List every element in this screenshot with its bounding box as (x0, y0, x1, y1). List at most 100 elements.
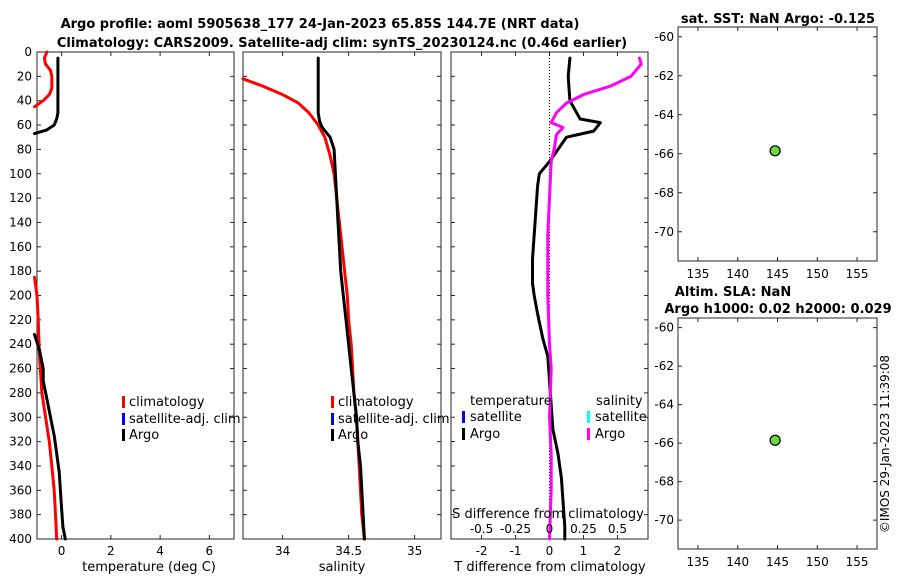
y-tick-label: 160 (9, 240, 32, 254)
series-line-s-argo (546, 56, 643, 541)
y-tick-label: -60 (654, 30, 674, 44)
legend-s-argo: Argo (595, 427, 625, 442)
x-tick-label: 155 (846, 267, 869, 281)
legend-s-satellite: satellite (595, 410, 647, 425)
profile-location-point (769, 434, 781, 446)
y-tick-label: 220 (9, 313, 32, 327)
x-tick-label: -1 (510, 544, 522, 558)
profile-location-point (769, 145, 781, 157)
sla-map-title-2: Argo h1000: 0.02 h2000: 0.029 (664, 302, 891, 317)
x-tick-label: 6 (206, 544, 214, 558)
x-tick-label: 140 (726, 267, 749, 281)
x-tick-label: 0 (546, 544, 554, 558)
x-tick-label: 145 (766, 267, 789, 281)
y-tick-label: -70 (654, 513, 674, 527)
s-tick-label: -0.5 (470, 522, 493, 536)
t-diff-xlabel: T difference from climatology (453, 560, 646, 575)
legend-satellite-adj: satellite-adj. clim (129, 412, 241, 427)
y-tick-label: 380 (9, 508, 32, 522)
y-tick-label: 360 (9, 483, 32, 497)
difference-panel: -2 -1 0 1 2 T difference from climatology S … (450, 51, 649, 575)
temperature-legend: climatology satellite-adj. clim Argo (122, 395, 241, 443)
y-tick-label: 200 (9, 289, 32, 303)
difference-legend: temperature salinity satellite Argo sate… (462, 394, 647, 442)
legend-argo: Argo (338, 428, 368, 443)
watermark: ©IMOS 29-Jan-2023 11:39:08 (878, 355, 892, 533)
series-line-argo (316, 56, 366, 541)
sst-map-panel: sat. SST: NaN Argo: -0.125 135 140 145 150 1… (654, 12, 878, 281)
series-line-climatology (33, 275, 59, 541)
legend-climatology: climatology (129, 395, 205, 410)
series-line-argo (33, 333, 67, 541)
y-tick-label: -62 (654, 69, 674, 83)
x-tick-label: 155 (846, 555, 869, 569)
sla-map-title: Altim. SLA: NaN (675, 285, 791, 300)
series-line-t-argo (531, 56, 602, 541)
y-tick-label: 60 (17, 118, 32, 132)
s-tick-label: -0.25 (500, 522, 531, 536)
x-tick-label: 2 (107, 544, 115, 558)
y-tick-label: 260 (9, 362, 32, 376)
s-tick-label: 0 (546, 522, 554, 536)
sst-map-title: sat. SST: NaN Argo: -0.125 (681, 12, 875, 27)
legend-satellite-adj: satellite-adj. clim (338, 412, 450, 427)
s-tick-label: 0.5 (608, 522, 627, 536)
y-tick-label: 280 (9, 386, 32, 400)
series-line-climatology (33, 50, 54, 109)
y-tick-label: 320 (9, 435, 32, 449)
y-tick-label: 120 (9, 191, 32, 205)
y-tick-label: 0 (24, 45, 32, 59)
s-tick-label: 0.25 (570, 522, 597, 536)
x-tick-label: -2 (476, 544, 488, 558)
sla-map-panel: Altim. SLA: NaN Argo h1000: 0.02 h2000: … (654, 285, 891, 569)
y-tick-label: -66 (654, 436, 674, 450)
x-tick-label: 0 (58, 544, 66, 558)
y-tick-label: 340 (9, 459, 32, 473)
y-tick-label: -64 (654, 108, 674, 122)
legend-t-satellite: satellite (470, 410, 522, 425)
title-line-1: Argo profile: aoml 5905638_177 24-Jan-20… (61, 17, 580, 32)
series-line-argo (33, 56, 60, 136)
y-tick-label: -70 (654, 225, 674, 239)
y-tick-label: 20 (17, 69, 32, 83)
x-tick-label: 1 (580, 544, 588, 558)
y-tick-label: 400 (9, 532, 32, 546)
salinity-panel: 34 34.5 35 salinity climatology satellite-… (241, 51, 450, 575)
salinity-legend: climatology satellite-adj. clim Argo (331, 395, 450, 443)
y-tick-label: 300 (9, 410, 32, 424)
y-tick-label: -62 (654, 359, 674, 373)
y-tick-label: -66 (654, 147, 674, 161)
y-tick-label: -68 (654, 475, 674, 489)
legend-temperature-title: temperature (470, 394, 552, 409)
legend-argo: Argo (129, 428, 159, 443)
x-tick-label: 4 (156, 544, 164, 558)
legend-climatology: climatology (338, 395, 414, 410)
y-tick-label: -64 (654, 398, 674, 412)
salinity-xlabel: salinity (319, 560, 366, 575)
y-tick-label: 240 (9, 337, 32, 351)
y-tick-label: 140 (9, 215, 32, 229)
y-tick-label: 180 (9, 264, 32, 278)
y-tick-label: -68 (654, 186, 674, 200)
x-tick-label: 35 (407, 544, 422, 558)
x-tick-label: 34.5 (335, 544, 362, 558)
x-tick-label: 2 (614, 544, 622, 558)
x-tick-label: 145 (766, 555, 789, 569)
s-diff-xlabel: S difference from climatology (452, 507, 644, 522)
x-tick-label: 140 (726, 555, 749, 569)
y-tick-label: 100 (9, 167, 32, 181)
x-tick-label: 150 (806, 555, 829, 569)
temperature-panel: 0204060801001201401601802002202402602803… (9, 45, 241, 575)
y-tick-label: 80 (17, 142, 32, 156)
y-tick-label: 40 (17, 94, 32, 108)
x-tick-label: 34 (275, 544, 290, 558)
temperature-xlabel: temperature (deg C) (82, 560, 216, 575)
x-tick-label: 150 (806, 267, 829, 281)
title-line-2: Climatology: CARS2009. Satellite-adj cli… (57, 36, 627, 51)
x-tick-label: 135 (686, 267, 709, 281)
y-tick-label: -60 (654, 321, 674, 335)
legend-salinity-title: salinity (596, 394, 643, 409)
x-tick-label: 135 (686, 555, 709, 569)
legend-t-argo: Argo (470, 427, 500, 442)
